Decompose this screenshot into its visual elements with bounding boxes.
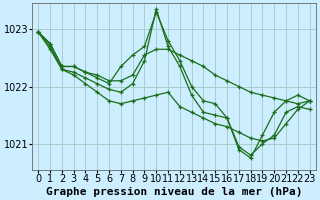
X-axis label: Graphe pression niveau de la mer (hPa): Graphe pression niveau de la mer (hPa) xyxy=(46,186,302,197)
